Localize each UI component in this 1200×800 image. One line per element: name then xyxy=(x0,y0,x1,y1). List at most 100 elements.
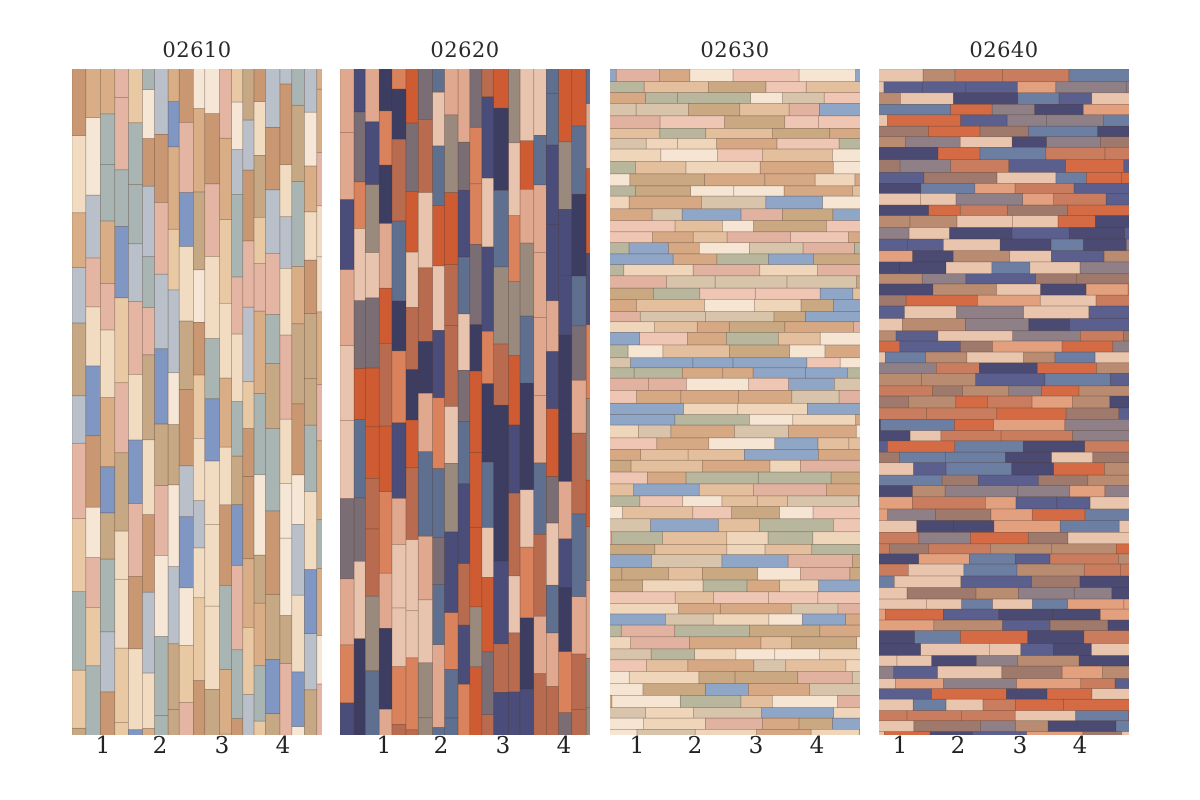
stone-strip xyxy=(519,315,535,384)
stone-strip xyxy=(1091,688,1129,700)
stone-strip xyxy=(279,615,293,664)
stone-strip xyxy=(508,215,521,283)
stone-strip xyxy=(242,476,255,560)
stone-strip xyxy=(353,497,366,562)
stone-strip xyxy=(885,608,944,621)
stone-strip xyxy=(737,402,808,415)
stone-strip xyxy=(253,263,266,312)
stone-strip xyxy=(405,251,419,308)
stone-strip xyxy=(519,242,535,317)
stone-strip xyxy=(724,115,786,129)
stone-strip xyxy=(953,520,995,533)
stone-strip xyxy=(753,483,827,497)
stone-strip xyxy=(702,459,771,473)
stone-strip xyxy=(753,220,827,233)
stone-strip xyxy=(1015,698,1064,711)
stone-strip xyxy=(683,402,739,415)
stone-strip xyxy=(798,69,856,82)
stone-strip xyxy=(610,636,631,650)
stone-strip xyxy=(759,518,834,533)
stone-strip xyxy=(666,275,716,289)
stone-strip xyxy=(167,643,180,710)
stone-strip xyxy=(610,518,651,533)
stone-strip xyxy=(304,633,318,691)
stone-strip xyxy=(979,125,1029,138)
stone-strip xyxy=(677,138,717,150)
stone-strip xyxy=(716,138,778,150)
stone-strip xyxy=(811,544,860,555)
stone-strip xyxy=(610,81,645,93)
stone-strip xyxy=(610,332,640,346)
stone-strip xyxy=(996,283,1041,296)
stone-strip xyxy=(405,467,419,540)
stone-strip xyxy=(558,209,573,277)
stone-strip xyxy=(665,613,714,626)
stone-strip xyxy=(469,666,483,735)
stone-strip xyxy=(610,459,632,473)
stone-strip xyxy=(391,724,407,735)
stone-strip xyxy=(444,69,459,116)
stone-strip xyxy=(975,373,1046,387)
stone-strip xyxy=(719,603,792,615)
stone-strip xyxy=(231,718,244,735)
stone-strip xyxy=(142,307,155,356)
stone-strip xyxy=(945,261,993,275)
stone-strip xyxy=(929,731,973,735)
stone-strip xyxy=(879,731,885,735)
stone-strip xyxy=(1058,92,1093,105)
stone-strip xyxy=(417,535,433,601)
stone-strip xyxy=(712,613,770,626)
stone-strip xyxy=(879,318,903,332)
stone-strip xyxy=(1065,159,1125,173)
stone-strip xyxy=(818,449,860,461)
stone-strip xyxy=(1005,451,1052,464)
stone-strip xyxy=(1112,340,1129,353)
stone-strip xyxy=(1079,575,1129,588)
stone-strip xyxy=(879,215,911,228)
stone-strip xyxy=(167,484,180,567)
stone-strip xyxy=(969,553,1016,565)
stone-strip xyxy=(219,504,233,586)
stone-strip xyxy=(417,599,433,664)
stone-strip xyxy=(469,183,483,245)
stone-strip xyxy=(128,576,143,650)
stone-strip xyxy=(193,500,206,549)
stone-strip xyxy=(481,461,494,528)
stone-strip xyxy=(493,643,509,693)
stone-strip xyxy=(630,357,694,369)
column-label: 1 xyxy=(629,733,645,759)
stone-strip xyxy=(1114,678,1129,689)
stone-strip xyxy=(457,624,471,685)
stone-strip xyxy=(1020,643,1054,656)
stone-strip xyxy=(571,432,587,515)
stone-strip xyxy=(952,250,1011,263)
stone-strip xyxy=(813,253,860,265)
stone-strip xyxy=(558,141,573,210)
stone-strip xyxy=(1040,283,1087,296)
stone-strip xyxy=(193,108,206,193)
stone-strip xyxy=(610,321,655,333)
stone-strip xyxy=(879,520,918,533)
stone-strip xyxy=(681,208,742,221)
stone-strip xyxy=(704,299,755,312)
stone-strip xyxy=(265,659,281,715)
stone-strip xyxy=(692,506,733,520)
stone-strip xyxy=(970,532,1029,545)
stone-strip xyxy=(481,69,494,98)
stone-strip xyxy=(1092,451,1129,464)
stone-strip xyxy=(1017,81,1057,94)
stone-strip xyxy=(1027,532,1069,545)
stone-strip xyxy=(979,147,1047,161)
stone-strip xyxy=(950,159,1010,173)
stone-strip xyxy=(996,407,1067,420)
stone-strip xyxy=(879,395,909,409)
stone-strip xyxy=(928,543,991,555)
stone-strip xyxy=(895,678,944,689)
product-code: 02620 xyxy=(430,38,500,62)
stone-strip xyxy=(818,579,860,593)
stone-strip xyxy=(481,651,494,716)
stone-strip xyxy=(960,114,1008,127)
column-labels: 1 2 3 4 xyxy=(72,733,322,763)
stone-strip xyxy=(633,367,683,379)
stone-strip xyxy=(985,496,1017,510)
